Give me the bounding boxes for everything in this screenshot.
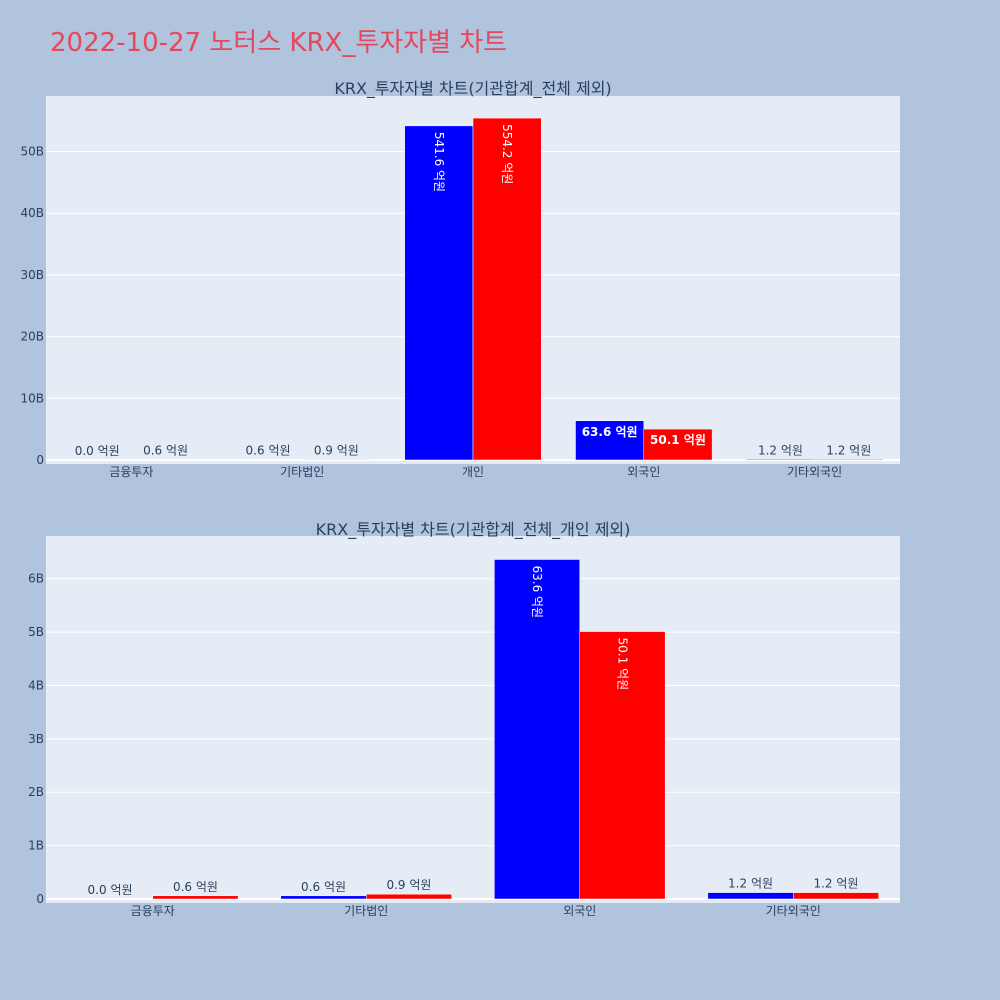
- chart1-bar: [404, 125, 474, 461]
- chart2-ytick-label: 3B: [28, 732, 44, 746]
- chart2-ytick-label: 6B: [28, 572, 44, 586]
- chart1-ytick-label: 20B: [20, 330, 44, 344]
- chart1-xtick-label: 외국인: [627, 465, 660, 479]
- chart2-ytick-label: 1B: [28, 839, 44, 853]
- chart2-data-label: 50.1 억원: [615, 638, 629, 691]
- chart1-bar: [746, 459, 815, 461]
- chart1-data-label: 50.1 억원: [650, 433, 706, 447]
- chart1-xtick-label: 기타외국인: [787, 465, 842, 479]
- chart1-ytick-label: 0: [36, 453, 44, 467]
- chart2-data-label: 0.0 억원: [88, 883, 133, 897]
- chart2-ytick-label: 5B: [28, 625, 44, 639]
- chart1-data-label: 554.2 억원: [500, 124, 514, 184]
- chart1-data-label: 0.9 억원: [314, 443, 359, 457]
- chart1-data-label: 0.6 억원: [143, 444, 188, 458]
- chart1-xtick-label: 개인: [462, 465, 484, 479]
- chart1-data-label: 1.2 억원: [826, 443, 871, 457]
- chart1-bar: [472, 117, 542, 461]
- chart1-bar: [643, 428, 713, 461]
- chart1-data-label: 541.6 억원: [432, 132, 446, 192]
- chart2-bar: [366, 893, 452, 900]
- chart2-bar: [494, 559, 581, 900]
- chart1-bar: [301, 459, 371, 461]
- chart2-ytick-label: 0: [36, 892, 44, 906]
- chart2-plot-area: [46, 536, 900, 903]
- chart2-data-label: 1.2 억원: [813, 877, 858, 891]
- chart1-ytick-label: 10B: [20, 391, 44, 405]
- chart2-data-label: 0.6 억원: [301, 880, 346, 894]
- chart2-xtick-label: 기타외국인: [766, 904, 821, 918]
- chart2-ytick-label: 2B: [28, 785, 44, 799]
- chart2-data-label: 0.9 억원: [386, 878, 431, 892]
- chart2-bar: [152, 895, 239, 900]
- chart2-bar: [793, 892, 879, 900]
- chart2-data-label: 1.2 억원: [728, 877, 773, 891]
- chart1-data-label: 0.6 억원: [246, 444, 291, 458]
- page-title: 2022-10-27 노터스 KRX_투자자별 차트: [50, 28, 508, 58]
- chart1-ytick-label: 40B: [20, 206, 44, 220]
- chart1-xtick-label: 기타법인: [280, 465, 324, 479]
- chart2-xtick-label: 금융투자: [131, 904, 175, 918]
- chart2-bar: [280, 895, 367, 900]
- chart2-ytick-label: 4B: [28, 678, 44, 692]
- chart1-data-label: 63.6 억원: [582, 425, 638, 439]
- chart1-ytick-label: 30B: [20, 268, 44, 282]
- chart1-xtick-label: 금융투자: [109, 465, 153, 479]
- chart2-data-label: 0.6 억원: [173, 880, 218, 894]
- chart1-bar: [575, 420, 645, 461]
- chart2-xtick-label: 외국인: [563, 904, 596, 918]
- chart2-data-label: 63.6 억원: [530, 565, 544, 618]
- chart1-data-label: 0.0 억원: [75, 444, 120, 458]
- chart1-ytick-label: 50B: [20, 145, 44, 159]
- chart1-title: KRX_투자자별 차트(기관합계_전체 제외): [334, 79, 611, 99]
- chart2-title: KRX_투자자별 차트(기관합계_전체_개인 제외): [316, 520, 631, 540]
- chart2-bar: [579, 631, 666, 900]
- chart1-bar: [814, 459, 884, 461]
- chart2-bar: [707, 892, 794, 900]
- chart2-xtick-label: 기타법인: [344, 904, 388, 918]
- chart1-data-label: 1.2 억원: [758, 443, 803, 457]
